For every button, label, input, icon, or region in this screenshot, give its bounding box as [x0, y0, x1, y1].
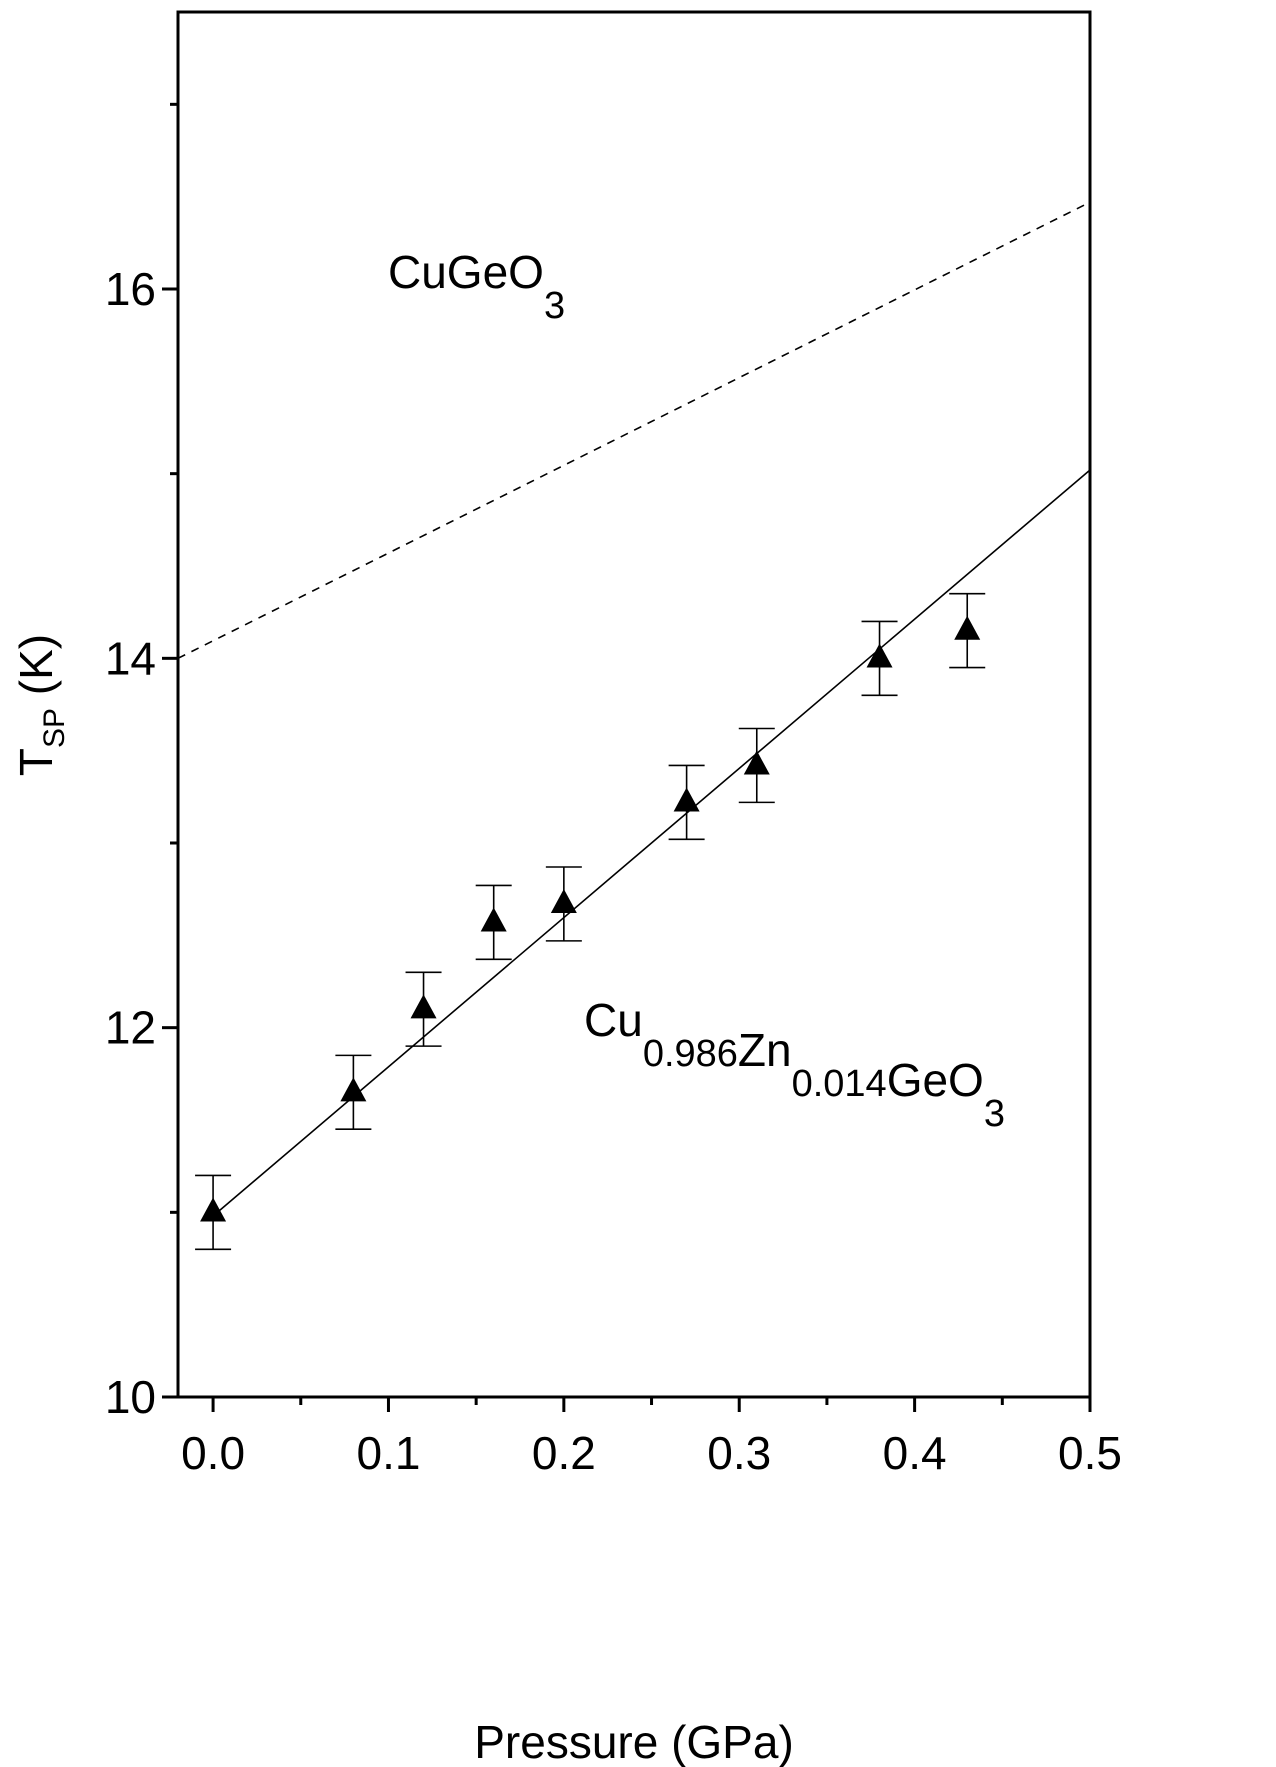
- data-point: [866, 643, 893, 668]
- data-point: [673, 787, 700, 812]
- annotation-subscript: 3: [984, 1093, 1005, 1135]
- x-tick-label: 0.2: [532, 1427, 596, 1479]
- annotation-subscript: 3: [544, 285, 565, 327]
- y-tick-label: 16: [105, 263, 156, 315]
- annotation-cu-zn-geo3: Cu0.986Zn0.014GeO3: [584, 994, 1005, 1135]
- x-tick-label: 0.5: [1058, 1427, 1122, 1479]
- data-points: [200, 615, 981, 1222]
- x-tick-label: 0.1: [356, 1427, 420, 1479]
- x-tick-label: 0.3: [707, 1427, 771, 1479]
- annotation-text: GeO: [887, 1054, 984, 1106]
- cugeo3-dashed-line: [177, 201, 1091, 660]
- data-point: [954, 615, 981, 640]
- y-axis-label: TSP (K): [10, 634, 71, 776]
- y-tick-label: 10: [105, 1371, 156, 1423]
- data-point: [340, 1077, 367, 1102]
- y-tick-label: 12: [105, 1002, 156, 1054]
- y-axis-label-main: T: [10, 748, 62, 776]
- annotation-cugeo3: CuGeO3: [388, 246, 565, 327]
- y-tick-label: 14: [105, 632, 156, 684]
- x-axis-ticks: 0.0 0.1 0.2 0.3 0.4 0.5: [181, 1397, 1122, 1479]
- annotation-subscript: 0.014: [792, 1063, 887, 1105]
- svg-text:TSP (K): TSP (K): [10, 634, 71, 776]
- x-tick-label: 0.0: [181, 1427, 245, 1479]
- plot-frame: [176, 10, 1092, 1399]
- data-point: [743, 750, 770, 775]
- data-point: [410, 994, 437, 1019]
- data-point: [480, 907, 507, 932]
- error-bars: [195, 592, 986, 1251]
- annotation-subscript: 0.986: [643, 1033, 738, 1075]
- annotation-text: Cu: [584, 994, 643, 1046]
- x-tick-label: 0.4: [883, 1427, 947, 1479]
- y-axis-label-unit: (K): [10, 634, 62, 708]
- data-point: [200, 1197, 227, 1222]
- annotation-text: CuGeO: [388, 246, 544, 298]
- data-point: [550, 889, 577, 914]
- y-axis-ticks: 10 12 14 16: [105, 102, 178, 1423]
- annotation-text: Zn: [738, 1024, 792, 1076]
- x-axis-label: Pressure (GPa): [474, 1716, 794, 1767]
- y-axis-label-sub: SP: [38, 708, 71, 748]
